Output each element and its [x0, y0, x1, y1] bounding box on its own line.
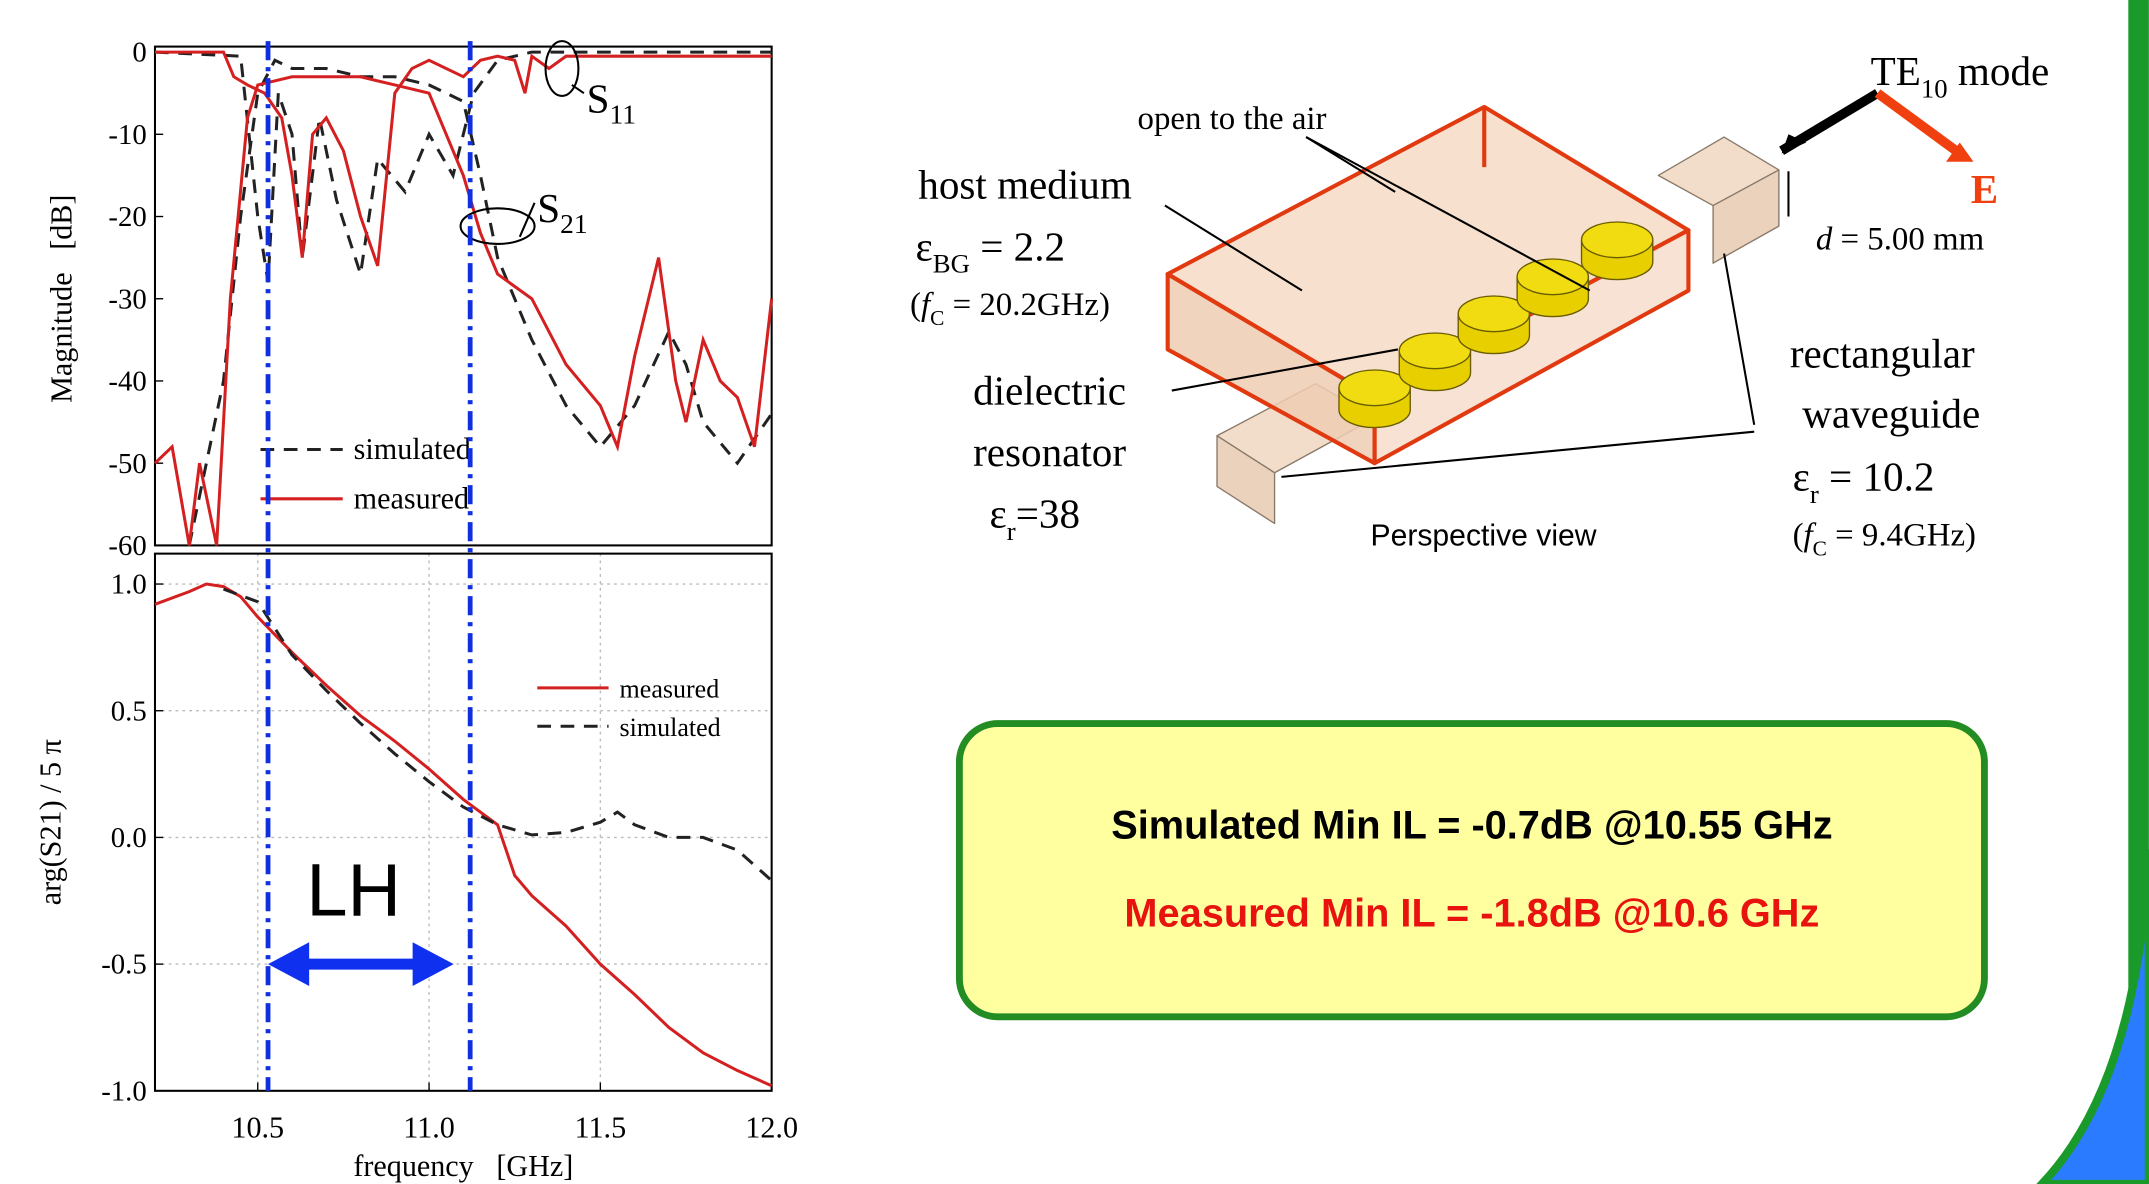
y-tick-label: 0.0: [111, 822, 147, 854]
legend-label: measured: [620, 675, 720, 704]
annotation-subscript: 21: [560, 209, 587, 239]
y-tick-label: -20: [108, 201, 146, 233]
label-part: E: [1971, 166, 1998, 212]
label-part: =38: [1016, 491, 1080, 537]
label-part: C: [930, 306, 944, 330]
slide: Simulated Min IL = -0.7dB @10.55 GHz Mea…: [0, 0, 2149, 1184]
label-part: = 5.00 mm: [1832, 221, 1984, 257]
x-tick-label: 11.5: [575, 1110, 627, 1144]
label-part: ε: [990, 491, 1007, 537]
label-part: r: [1810, 479, 1819, 509]
y-tick-label: -1.0: [101, 1075, 147, 1107]
diagram-label: resonator: [973, 429, 1126, 475]
label-part: (: [1793, 517, 1804, 553]
legend-label: simulated: [620, 713, 721, 742]
y-tick-label: 0.5: [111, 695, 147, 727]
label-part: waveguide: [1802, 391, 1980, 437]
annotation-text: S: [537, 185, 560, 231]
label-part: host medium: [918, 162, 1132, 208]
diagram-label: dielectric: [973, 367, 1126, 413]
label-part: dielectric: [973, 367, 1126, 413]
y-tick-label: -30: [108, 283, 146, 315]
label-part: C: [1813, 536, 1827, 560]
resonator-top: [1517, 259, 1588, 295]
legend-label: simulated: [354, 432, 471, 466]
measured-result: Measured Min IL = -1.8dB @10.6 GHz: [1124, 891, 1819, 935]
diagram-label: Perspective view: [1370, 519, 1596, 552]
label-part: r: [1007, 516, 1016, 546]
results-box: [959, 724, 1984, 1017]
x-tick-label: 10.5: [231, 1110, 284, 1144]
diagram-label: E: [1971, 166, 1998, 212]
diagram-label: waveguide: [1802, 391, 1980, 437]
resonator-top: [1582, 222, 1653, 258]
simulated-result: Simulated Min IL = -0.7dB @10.55 GHz: [1111, 804, 1832, 848]
label-part: BG: [933, 249, 970, 279]
y-tick-label: 0: [132, 37, 146, 69]
label-part: = 20.2GHz): [944, 287, 1110, 323]
y-tick-label: -40: [108, 366, 146, 398]
x-tick-label: 12.0: [745, 1110, 798, 1144]
label-part: = 2.2: [970, 223, 1065, 269]
y-axis-title: Magnitude [dB]: [44, 195, 78, 403]
annotation: LH: [306, 848, 401, 931]
label-part: 10: [1921, 73, 1948, 103]
label-part: rectangular: [1790, 330, 1975, 376]
label-part: resonator: [973, 429, 1126, 475]
label-part: = 9.4GHz): [1827, 517, 1976, 553]
annotation-subscript: 11: [610, 99, 636, 129]
label-part: mode: [1948, 48, 2050, 94]
label-part: d: [1816, 221, 1833, 257]
label-part: (: [910, 287, 921, 323]
diagram-label: host medium: [918, 162, 1132, 208]
label-part: open to the air: [1138, 101, 1327, 137]
annotation-text: S: [587, 75, 610, 121]
label-part: ε: [1793, 454, 1810, 500]
label-part: = 10.2: [1819, 454, 1935, 500]
diagram-label: open to the air: [1138, 101, 1327, 137]
legend-label: measured: [354, 481, 469, 515]
y-axis-title: arg(S21) / 5 π: [33, 739, 67, 905]
label-part: ε: [916, 223, 933, 269]
y-tick-label: -50: [108, 448, 146, 480]
label-part: TE: [1871, 48, 1921, 94]
y-tick-label: -0.5: [101, 949, 147, 981]
label-part: Perspective view: [1370, 519, 1596, 552]
diagram-label: rectangular: [1790, 330, 1975, 376]
diagram-label: d = 5.00 mm: [1816, 221, 1985, 257]
x-axis-title: frequency [GHz]: [353, 1149, 573, 1183]
y-tick-label: -60: [108, 530, 146, 562]
x-tick-label: 11.0: [403, 1110, 455, 1144]
y-tick-label: 1.0: [111, 569, 147, 601]
y-tick-label: -10: [108, 119, 146, 151]
